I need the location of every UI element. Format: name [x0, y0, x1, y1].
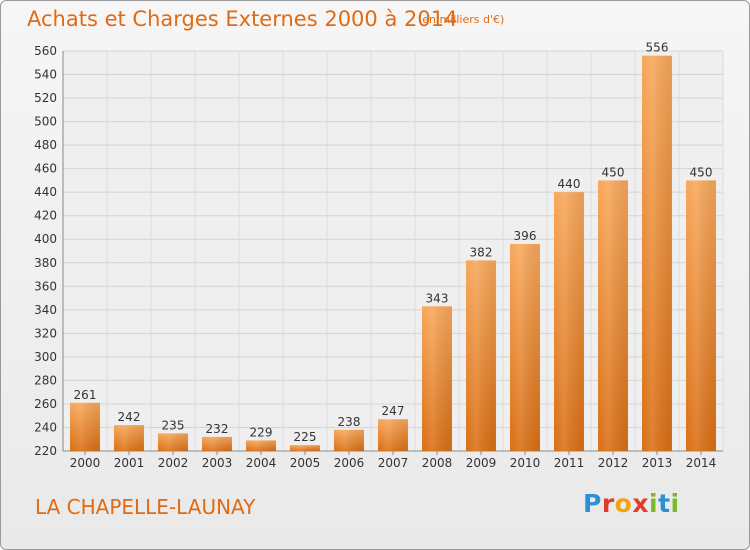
y-tick-label: 320: [34, 326, 57, 340]
bar-shine-2008: [422, 306, 452, 451]
bar-shine-2010: [510, 243, 540, 451]
bar-shine-2003: [202, 436, 232, 451]
y-tick-label: 480: [34, 138, 57, 152]
x-tick-label-2014: 2014: [686, 456, 717, 470]
town-name: LA CHAPELLE-LAUNAY: [35, 495, 256, 519]
x-tick-label-2013: 2013: [642, 456, 673, 470]
y-tick-label: 540: [34, 68, 57, 82]
logo-letter-x: x: [632, 489, 649, 518]
x-tick-label-2007: 2007: [378, 456, 409, 470]
data-label-2004: 229: [250, 425, 273, 439]
bar-layer: [70, 55, 716, 452]
bar-shine-2014: [686, 180, 716, 452]
logo-letter-o: o: [614, 489, 633, 518]
x-tick-label-2009: 2009: [466, 456, 497, 470]
y-tick-label: 280: [34, 373, 57, 387]
data-label-2002: 235: [162, 418, 185, 432]
x-tick-label-2012: 2012: [598, 456, 629, 470]
x-tick-label-2003: 2003: [202, 456, 233, 470]
data-label-2012: 450: [602, 165, 625, 179]
x-tick-label-2005: 2005: [290, 456, 321, 470]
chart-subtitle: (en milliers d'€): [418, 13, 505, 26]
y-tick-label: 420: [34, 209, 57, 223]
data-label-2001: 242: [118, 410, 141, 424]
data-label-2008: 343: [426, 291, 449, 305]
y-tick-label: 520: [34, 91, 57, 105]
data-label-2009: 382: [470, 245, 493, 259]
axis-layer: 220 240 260 280 300 320 340 360 380 400 420 440 460 4…: [34, 44, 723, 470]
chart-title: Achats et Charges Externes 2000 à 2014: [27, 7, 458, 31]
logo-letter-p: P: [583, 489, 602, 518]
bar-shine-2009: [466, 260, 496, 451]
y-tick-label: 560: [34, 44, 57, 58]
bar-shine-2005: [290, 445, 320, 451]
logo-letter-i: i: [649, 489, 659, 518]
x-tick-label-2011: 2011: [554, 456, 585, 470]
label-layer: 261 242 235 232 229 225 238 247 343 382 396 440 450 5…: [74, 41, 713, 444]
bar-shine-2007: [378, 419, 408, 451]
data-label-2011: 440: [558, 177, 581, 191]
proxiti-logo[interactable]: Proxiti: [583, 489, 680, 518]
y-tick-label: 380: [34, 256, 57, 270]
data-label-2003: 232: [206, 422, 229, 436]
y-tick-label: 460: [34, 162, 57, 176]
logo-letter-r: r: [601, 489, 615, 518]
x-tick-label-2010: 2010: [510, 456, 541, 470]
data-label-2000: 261: [74, 388, 97, 402]
data-label-2013: 556: [646, 41, 669, 55]
x-tick-label-2002: 2002: [158, 456, 189, 470]
bar-shine-2011: [554, 192, 584, 452]
x-tick-label-2006: 2006: [334, 456, 365, 470]
y-tick-label: 240: [34, 420, 57, 434]
y-tick-label: 220: [34, 444, 57, 458]
bar-shine-2012: [598, 180, 628, 452]
x-tick-label-2000: 2000: [70, 456, 101, 470]
bar-shine-2004: [246, 440, 276, 451]
x-tick-label-2008: 2008: [422, 456, 453, 470]
x-tick-label-2004: 2004: [246, 456, 277, 470]
data-label-2006: 238: [338, 415, 361, 429]
x-tick-label-2001: 2001: [114, 456, 145, 470]
y-tick-label: 500: [34, 115, 57, 129]
logo-letter-t: t: [658, 489, 671, 518]
bar-shine-2006: [334, 429, 364, 451]
data-label-2010: 396: [514, 229, 537, 243]
y-tick-label: 400: [34, 232, 57, 246]
y-tick-label: 260: [34, 397, 57, 411]
y-tick-label: 360: [34, 279, 57, 293]
bar-shine-2013: [642, 55, 672, 452]
data-label-2007: 247: [382, 404, 405, 418]
data-label-2005: 225: [294, 430, 317, 444]
data-label-2014: 450: [690, 165, 713, 179]
logo-letter-i2: i: [670, 489, 680, 518]
bar-shine-2001: [114, 425, 144, 451]
bar-shine-2002: [158, 433, 188, 451]
y-tick-label: 300: [34, 350, 57, 364]
bar-shine-2000: [70, 402, 100, 451]
y-tick-label: 440: [34, 185, 57, 199]
y-tick-label: 340: [34, 303, 57, 317]
